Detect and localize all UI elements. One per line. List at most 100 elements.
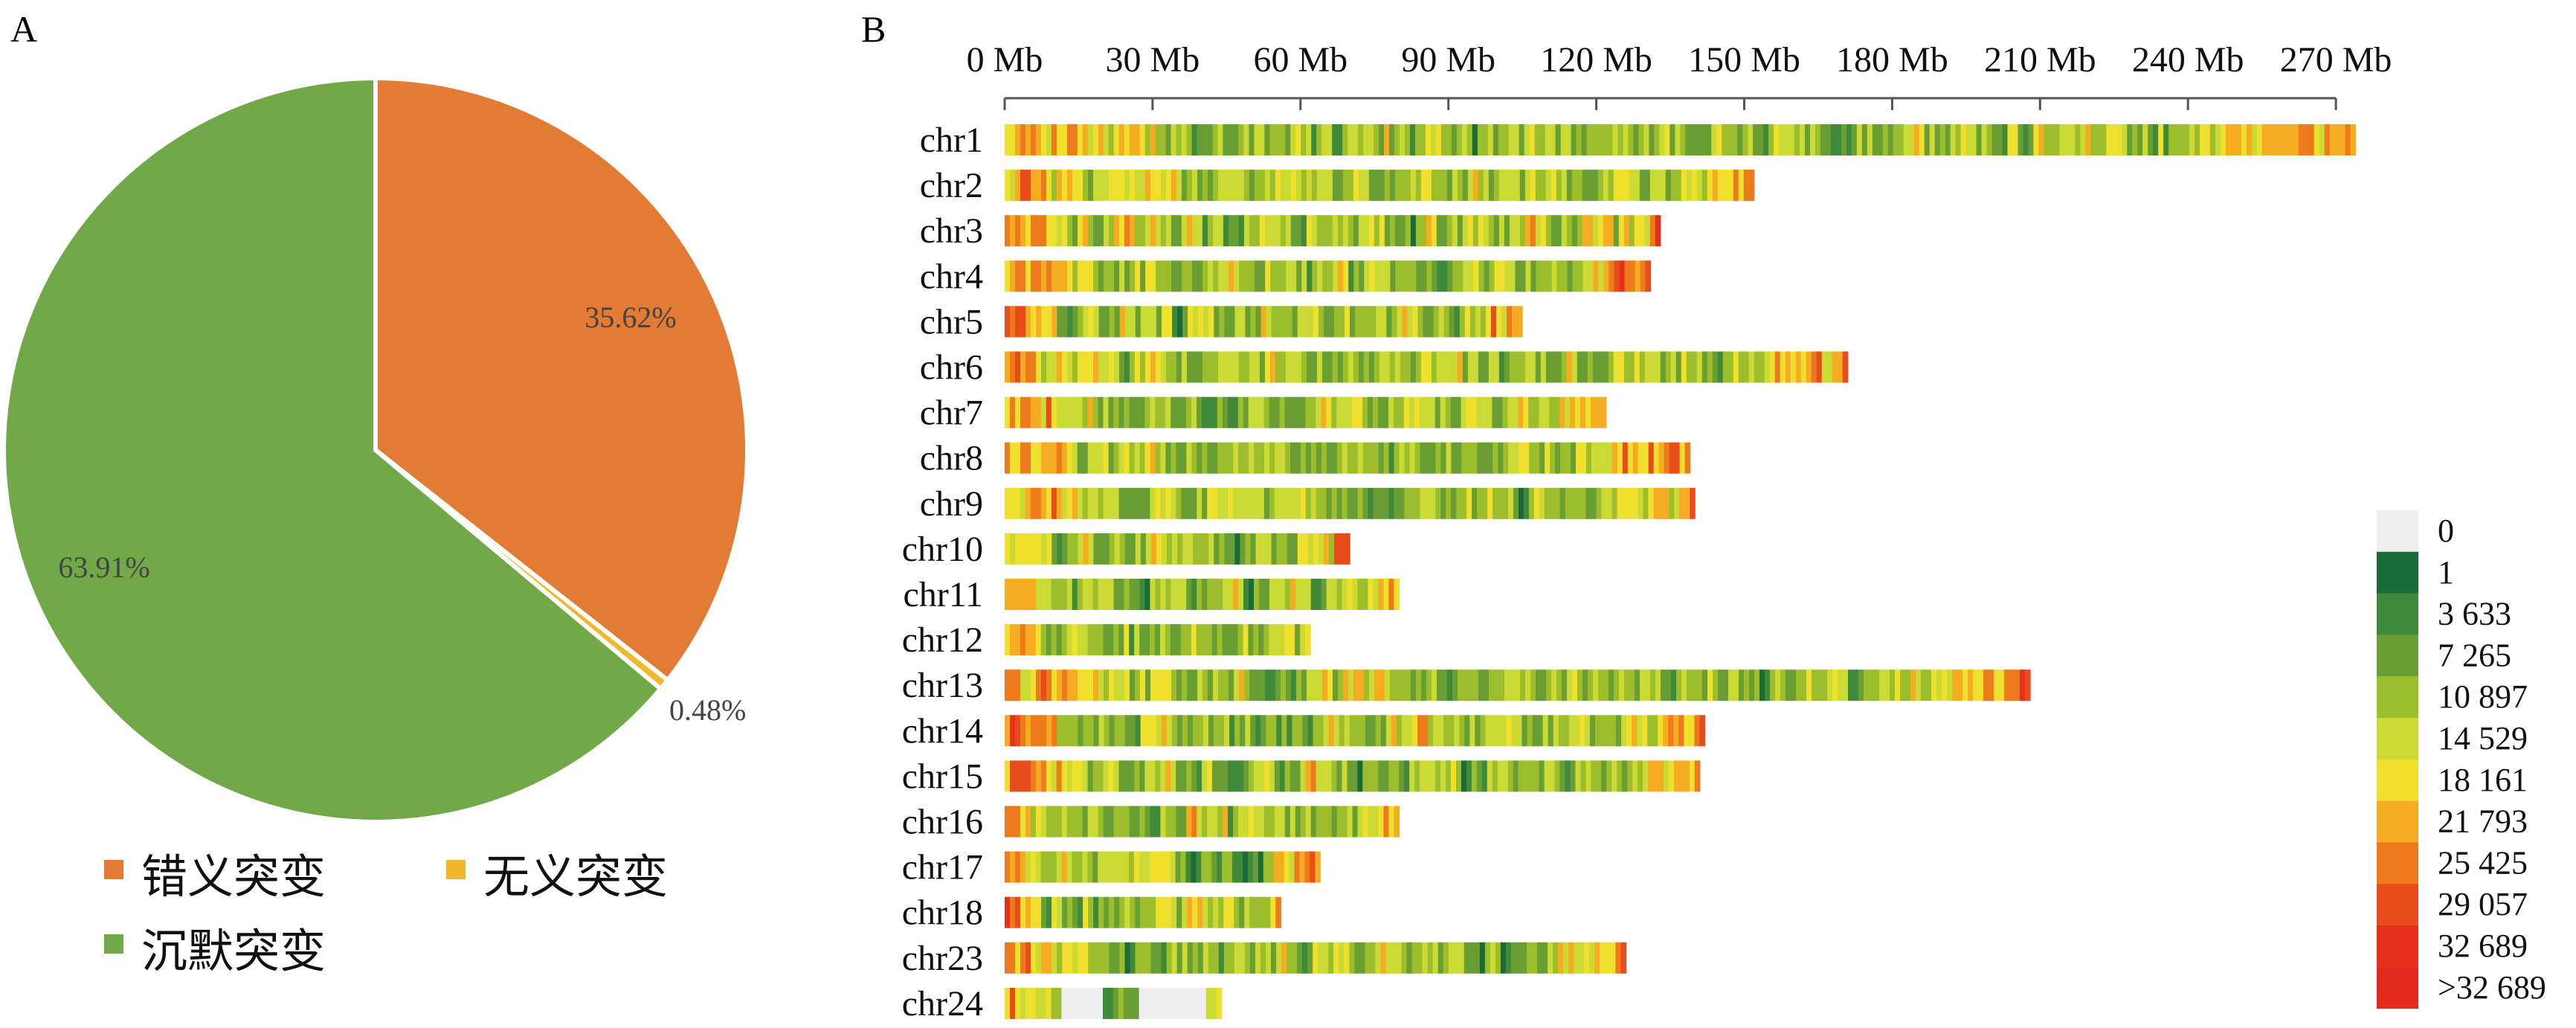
density-segment (1558, 942, 1564, 974)
density-segment (1748, 351, 1755, 383)
density-segment (1521, 942, 1527, 974)
density-segment (1057, 533, 1063, 565)
density-segment (1020, 851, 1026, 883)
density-segment (1025, 715, 1031, 747)
density-segment (1649, 351, 1656, 383)
density-segment (1140, 896, 1146, 928)
density-segment (1134, 579, 1141, 610)
density-segment (1835, 124, 1842, 155)
density-segment (1009, 624, 1016, 656)
density-segment (1546, 260, 1553, 292)
density-segment (1867, 124, 1873, 155)
density-segment (1310, 579, 1317, 610)
density-segment (1331, 579, 1338, 610)
density-segment (1056, 806, 1063, 838)
density-segment (1717, 351, 1724, 383)
density-segment (1425, 487, 1431, 519)
density-segment (1237, 624, 1244, 656)
density-segment (1046, 896, 1052, 928)
density-segment (1150, 896, 1156, 928)
density-segment (1397, 306, 1403, 338)
density-segment (1457, 215, 1464, 247)
density-segment (1036, 533, 1042, 565)
density-segment (1347, 806, 1353, 838)
density-segment (1551, 260, 1558, 292)
density-segment (1238, 170, 1245, 202)
density-segment (1420, 487, 1426, 519)
density-segment (1529, 124, 1536, 155)
density-segment (1712, 170, 1719, 202)
density-segment (1052, 260, 1057, 292)
density-segment (1480, 306, 1487, 338)
density-segment (1678, 715, 1684, 747)
density-segment (1363, 170, 1370, 202)
density-segment (1259, 124, 1265, 155)
density-segment (1384, 124, 1390, 155)
density-segment (1030, 487, 1037, 519)
density-segment (1160, 442, 1167, 474)
density-segment (1333, 260, 1339, 292)
density-segment (1582, 351, 1588, 383)
density-segment (1311, 351, 1318, 383)
density-segment (1040, 442, 1047, 474)
density-segment (1275, 124, 1281, 155)
density-segment (1103, 124, 1110, 155)
density-segment (1597, 170, 1604, 202)
density-segment (1130, 942, 1136, 974)
density-segment (1208, 533, 1214, 565)
density-segment (1289, 442, 1296, 474)
density-segment (1426, 170, 1432, 202)
density-segment (1175, 624, 1182, 656)
density-segment (1430, 487, 1436, 519)
density-segment (1716, 124, 1722, 155)
density-segment (1919, 124, 1925, 155)
density-segment (1791, 669, 1797, 701)
density-segment (1197, 760, 1202, 792)
density-segment (1119, 669, 1125, 701)
density-segment (2012, 124, 2019, 155)
chromosome-bar (1005, 351, 1849, 383)
density-segment (1302, 715, 1309, 747)
density-segment (1302, 533, 1309, 565)
density-segment (1492, 396, 1498, 428)
density-segment (1347, 760, 1353, 792)
density-segment (2049, 124, 2055, 155)
density-segment (1559, 396, 1565, 428)
density-segment (1082, 624, 1089, 656)
density-segment (1680, 124, 1686, 155)
density-segment (1910, 669, 1916, 701)
density-segment (1118, 396, 1124, 428)
density-segment (1202, 487, 1208, 519)
density-segment (1191, 396, 1197, 428)
density-segment (1381, 306, 1387, 338)
density-segment (1208, 260, 1214, 292)
density-segment (1061, 487, 1068, 519)
density-segment (1109, 942, 1115, 974)
density-segment (1103, 170, 1110, 202)
density-segment (1207, 124, 1214, 155)
density-segment (1488, 351, 1495, 383)
density-segment (1302, 306, 1309, 338)
density-segment (1743, 170, 1750, 202)
density-segment (1344, 715, 1350, 747)
density-segment (1316, 170, 1323, 202)
density-segment (1789, 124, 1795, 155)
density-segment (1414, 442, 1421, 474)
density-segment (1150, 260, 1156, 292)
density-segment (1681, 351, 1687, 383)
density-segment (1046, 396, 1052, 428)
density-segment (1061, 215, 1068, 247)
density-segment (1160, 487, 1166, 519)
density-segment (1553, 715, 1559, 747)
density-segment (1675, 351, 1682, 383)
density-segment (1229, 715, 1235, 747)
density-segment (1313, 533, 1319, 565)
density-segment (1072, 896, 1078, 928)
density-segment (1197, 124, 1203, 155)
density-segment (1254, 351, 1260, 383)
density-segment (1171, 806, 1176, 838)
density-segment (1328, 715, 1335, 747)
density-segment (1238, 442, 1244, 474)
density-segment (1629, 170, 1635, 202)
density-segment (1374, 124, 1379, 155)
